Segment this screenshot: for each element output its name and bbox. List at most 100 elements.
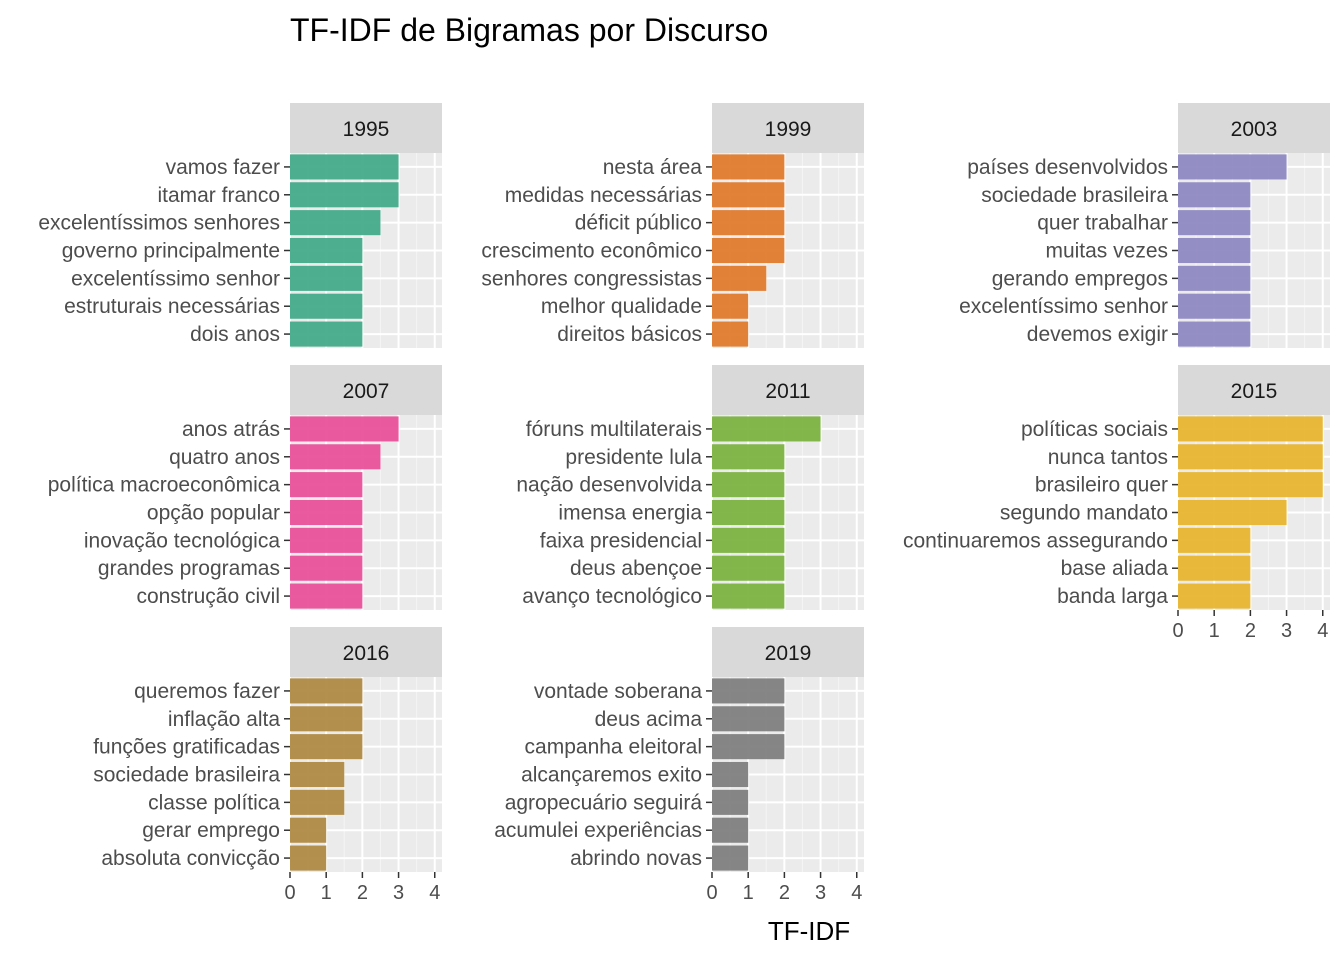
category-label: sociedade brasileira [981,184,1168,207]
bar-2019-7 [712,845,749,871]
bar-2007-5 [290,527,363,553]
x-tick-label: 3 [393,882,404,904]
category-label: brasileiro quer [1035,474,1168,497]
facet-strip-label: 2015 [1231,380,1278,403]
bar-2016-2 [290,706,363,732]
bar-2007-3 [290,472,363,498]
category-label: governo principalmente [62,240,280,263]
bar-2019-1 [712,678,785,704]
bar-2007-4 [290,499,363,526]
bar-2011-5 [712,527,785,553]
bar-2011-6 [712,555,785,581]
category-label: direitos básicos [557,323,702,346]
bar-1999-3 [712,210,785,236]
category-label: gerando empregos [992,267,1168,290]
facet-strip [1178,103,1330,153]
category-label: deus abençoe [570,557,702,580]
category-label: sociedade brasileira [93,764,280,787]
category-label: déficit público [575,212,702,235]
bar-1995-7 [290,321,363,347]
category-label: inovação tecnológica [84,529,280,552]
facet-strip [290,365,442,415]
category-label: políticas sociais [1021,418,1168,441]
bar-2019-2 [712,706,785,732]
category-label: quer trabalhar [1037,212,1168,235]
bar-1995-3 [290,210,381,236]
category-label: excelentíssimos senhores [38,212,280,235]
x-tick-label: 1 [321,882,332,904]
category-label: abrindo novas [570,847,702,870]
facet-panels: 1995 vamos fazer itamar franco excelentíssi… [38,103,1330,904]
facet-panel-1995: 1995 vamos fazer itamar franco excelentíssi… [38,103,442,348]
facet-strip-label: 1995 [343,118,390,141]
facet-strip-label: 2019 [765,642,812,665]
category-label: construção civil [136,585,280,608]
bar-2019-4 [712,761,749,788]
category-label: campanha eleitoral [525,736,702,759]
facet-strip [712,103,864,153]
category-label: grandes programas [98,557,280,580]
category-label: alcançaremos exito [521,764,702,787]
bar-2003-2 [1178,182,1251,208]
bar-1995-6 [290,293,363,319]
x-tick-label: 2 [779,882,790,904]
bar-2019-6 [712,817,749,843]
x-tick-label: 4 [851,882,862,904]
facet-panel-2007: 2007 anos atrás quatro anos política macroe… [48,365,442,610]
facet-strip [290,627,442,677]
category-label: excelentíssimo senhor [71,267,280,290]
category-label: faixa presidencial [540,529,702,552]
x-tick-label: 3 [815,882,826,904]
bar-1999-2 [712,182,785,208]
x-tick-label: 2 [357,882,368,904]
bar-1999-1 [712,154,785,180]
bar-1995-1 [290,154,399,180]
category-label: continuaremos assegurando [903,529,1168,552]
bar-2015-6 [1178,555,1251,581]
bar-2003-7 [1178,321,1251,347]
category-label: melhor qualidade [541,295,702,318]
bar-2015-7 [1178,583,1251,609]
category-label: vamos fazer [166,156,280,179]
category-label: muitas vezes [1045,240,1168,263]
bar-2007-2 [290,444,381,470]
x-axis-title: TF-IDF [768,916,850,946]
category-label: funções gratificadas [93,736,280,759]
chart-title: TF-IDF de Bigramas por Discurso [290,12,768,48]
bar-2007-1 [290,416,399,442]
bar-2003-5 [1178,265,1251,291]
bar-2011-3 [712,472,785,498]
facet-strip-label: 2011 [765,380,810,403]
bar-1999-7 [712,321,749,347]
category-label: nesta área [603,156,703,179]
x-tick-label: 4 [429,882,440,904]
category-label: quatro anos [169,446,280,469]
bar-2011-7 [712,583,785,609]
x-tick-label: 0 [284,882,295,904]
category-label: agropecuário seguirá [505,791,703,814]
category-label: segundo mandato [1000,502,1168,525]
bar-2019-3 [712,734,785,760]
facet-panel-2003: 2003 países desenvolvidos sociedade brasil… [959,103,1330,348]
category-label: anos atrás [182,418,280,441]
bar-2016-7 [290,845,327,871]
bar-2011-2 [712,444,785,470]
category-label: itamar franco [157,184,280,207]
category-label: medidas necessárias [505,184,702,207]
x-tick-label: 0 [1172,620,1183,642]
category-label: vontade soberana [534,680,702,703]
bar-2015-2 [1178,444,1323,470]
category-label: avanço tecnológico [522,585,702,608]
bar-1999-6 [712,293,749,319]
bar-2016-3 [290,734,363,760]
bar-2016-4 [290,761,345,788]
category-label: senhores congressistas [481,267,702,290]
bar-2003-6 [1178,293,1251,319]
category-label: devemos exigir [1027,323,1168,346]
bar-2015-5 [1178,527,1251,553]
category-label: absoluta convicção [101,847,280,870]
category-label: classe política [148,791,280,814]
category-label: política macroeconômica [48,474,281,497]
facet-strip [290,103,442,153]
